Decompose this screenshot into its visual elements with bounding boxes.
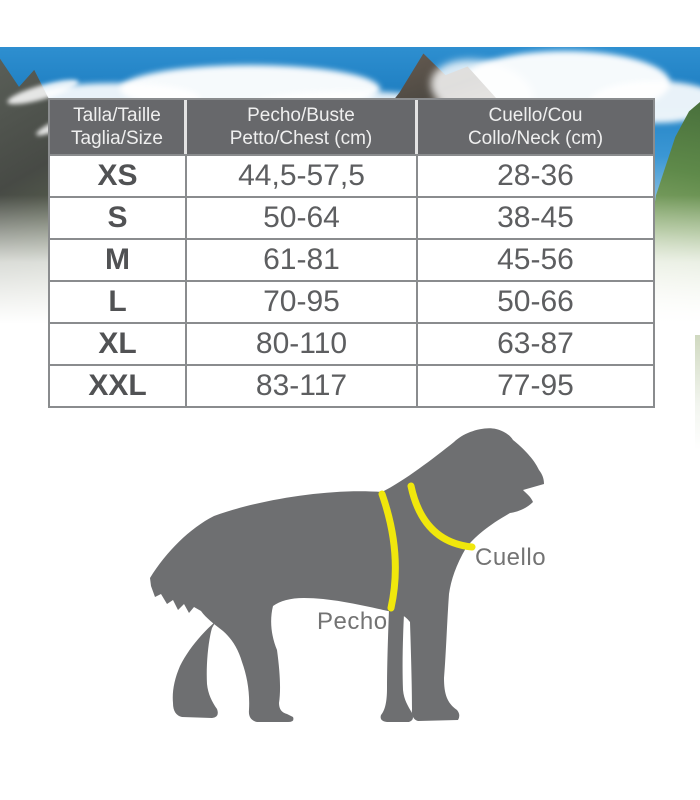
size-cell: S [50,198,187,238]
chest-value-cell: 50-64 [187,198,418,238]
photo-edge-artifact [695,335,700,450]
size-cell: M [50,240,187,280]
dog-far-front-leg [380,610,413,722]
header-cell-chest: Pecho/Buste Petto/Chest (cm) [187,100,418,154]
table-row: L 70-95 50-66 [50,280,653,322]
size-cell: XS [50,156,187,196]
chest-label: Pecho [317,608,388,635]
dog-silhouette-illustration [150,428,544,722]
size-chart-table: Talla/Taille Taglia/Size Pecho/Buste Pet… [48,98,655,408]
dog-far-rear-leg [172,621,218,718]
chest-value-cell: 83-117 [187,366,418,406]
size-cell: L [50,282,187,322]
chest-value-cell: 61-81 [187,240,418,280]
header-neck-line2: Collo/Neck (cm) [467,128,604,149]
neck-value-cell: 63-87 [497,327,574,360]
table-row: XXL 83-117 77-95 [50,364,653,406]
neck-value-cell: 28-36 [497,159,574,192]
neck-value-cell: 45-56 [497,243,574,276]
header-cell-neck: Cuello/Cou Collo/Neck (cm) [418,100,653,154]
size-cell: XL [50,324,187,364]
chest-band-line [378,490,399,612]
dog-body-silhouette [150,428,544,722]
table-header-row: Talla/Taille Taglia/Size Pecho/Buste Pet… [50,100,653,154]
size-cell: XXL [50,366,187,406]
header-size-line1: Talla/Taille [73,105,161,126]
neck-value-cell: 77-95 [497,369,574,402]
table-row: M 61-81 45-56 [50,238,653,280]
neck-value-cell: 38-45 [497,201,574,234]
header-chest-line1: Pecho/Buste [247,105,355,126]
header-size-line2: Taglia/Size [71,128,163,149]
table-row: XL 80-110 63-87 [50,322,653,364]
table-row: XS 44,5-57,5 28-36 [50,154,653,196]
neck-label: Cuello [475,544,547,571]
header-neck-line1: Cuello/Cou [488,105,583,126]
table-row: S 50-64 38-45 [50,196,653,238]
header-chest-line2: Petto/Chest (cm) [229,128,373,149]
chest-value-cell: 70-95 [187,282,418,322]
neck-band-line [407,482,476,551]
header-cell-size: Talla/Taille Taglia/Size [50,100,187,154]
neck-value-cell: 50-66 [497,285,574,318]
chest-value-cell: 44,5-57,5 [187,156,418,196]
chest-value-cell: 80-110 [187,324,418,364]
